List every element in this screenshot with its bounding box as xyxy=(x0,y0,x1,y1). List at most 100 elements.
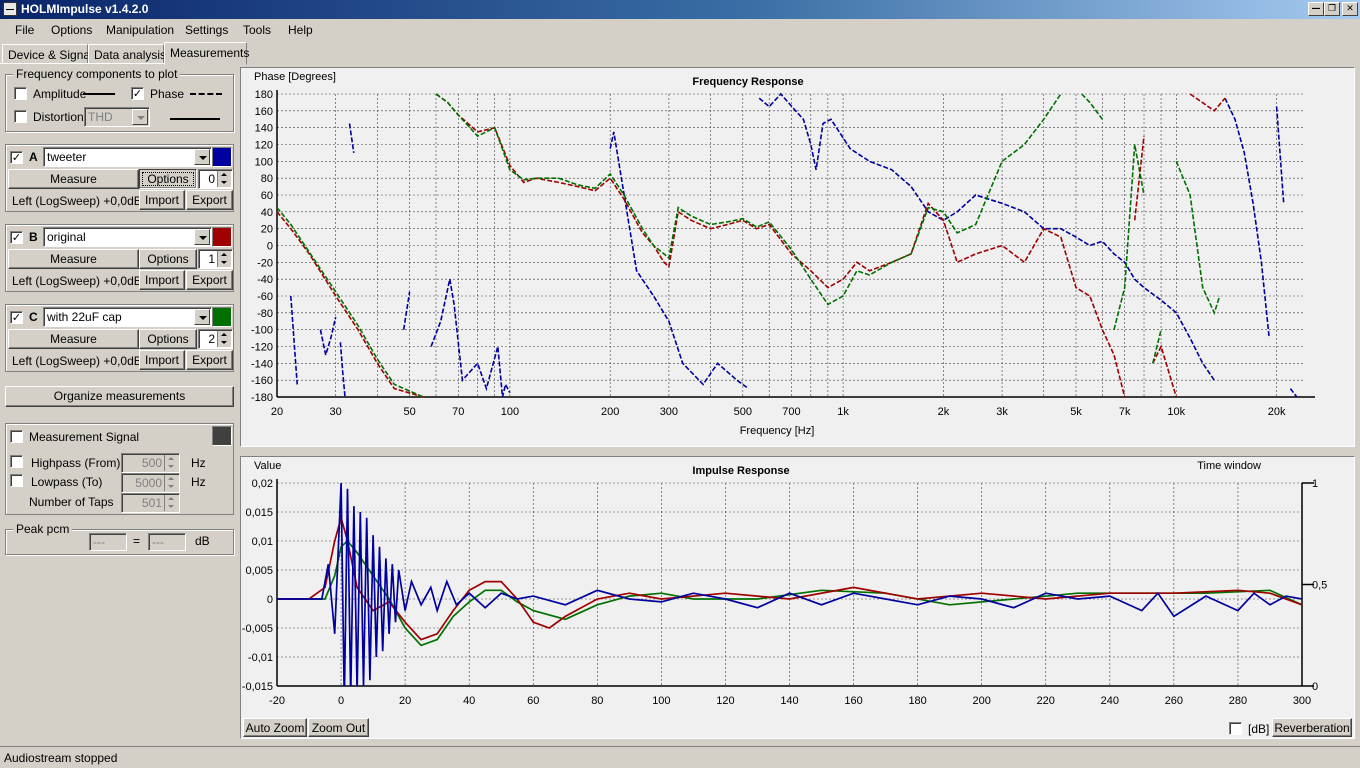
measurement-b-box: ✓ B original Measure Options 1 Left (Log… xyxy=(5,224,234,292)
x-tick-label: 300 xyxy=(660,406,678,418)
measurement-b-measure-button[interactable]: Measure xyxy=(8,249,139,269)
x-axis-title: Distance [cm] xyxy=(741,714,808,715)
y-tick-label: -160 xyxy=(251,375,273,387)
spin-arrows-icon[interactable] xyxy=(217,171,231,187)
lowpass-checkbox[interactable] xyxy=(10,474,23,487)
measurement-b-index-spinner[interactable]: 1 xyxy=(198,249,233,269)
x-tick-label: -20 xyxy=(269,695,285,707)
tab-device-signal[interactable]: Device & Signal xyxy=(2,44,93,64)
phase-checkbox[interactable]: ✓ xyxy=(131,87,144,100)
measurement-c-checkbox[interactable]: ✓ xyxy=(10,311,23,324)
measurement-b-checkbox[interactable]: ✓ xyxy=(10,231,23,244)
measurement-b-name-select[interactable]: original xyxy=(43,227,212,247)
measurement-a-color-swatch[interactable] xyxy=(212,147,232,167)
restore-button[interactable]: ❐ xyxy=(1324,2,1340,16)
measurement-c-box: ✓ C with 22uF cap Measure Options 2 Left… xyxy=(5,304,234,372)
measurement-a-info: Left (LogSweep) +0,0dB xyxy=(12,194,142,208)
measurement-signal-checkbox[interactable] xyxy=(10,430,23,443)
close-button[interactable]: ✕ xyxy=(1342,2,1358,16)
freq-components-title: Frequency components to plot xyxy=(13,67,181,81)
tab-data-analysis[interactable]: Data analysis xyxy=(88,44,166,64)
measurement-b-import-button[interactable]: Import xyxy=(139,270,185,290)
reverberation-button[interactable]: Reverberation xyxy=(1272,718,1352,737)
y-tick-label: -140 xyxy=(251,358,273,370)
measurement-c-color-swatch[interactable] xyxy=(212,307,232,327)
organize-measurements-button[interactable]: Organize measurements xyxy=(5,386,234,407)
distortion-label: Distortion xyxy=(33,110,84,124)
distortion-select[interactable]: THD xyxy=(84,107,150,127)
menu-manipulation[interactable]: Manipulation xyxy=(106,23,175,37)
y-tick-label: 100 xyxy=(255,156,273,168)
x-tick-label: 70 xyxy=(452,406,464,418)
distortion-checkbox[interactable] xyxy=(14,110,27,123)
measurement-c-import-button[interactable]: Import xyxy=(139,350,185,370)
series-line-2 xyxy=(276,93,1221,398)
measurement-a-name: tweeter xyxy=(47,150,87,164)
measurement-b-color-swatch[interactable] xyxy=(212,227,232,247)
impulse-response-chart[interactable]: 0,02 0,015 0,01 0,005 0 -0,005 -0,01 -0,015 -20 0… xyxy=(241,457,1354,715)
lowpass-spinner[interactable]: 5000 xyxy=(121,473,180,493)
measurement-c-export-button[interactable]: Export xyxy=(186,350,233,370)
measurement-b-letter: B xyxy=(29,230,38,244)
x-tick-label: 300 xyxy=(1293,695,1311,707)
menu-settings[interactable]: Settings xyxy=(185,23,229,37)
impulse-response-panel: 0,02 0,015 0,01 0,005 0 -0,005 -0,01 -0,015 -20 0… xyxy=(240,456,1355,739)
y-tick-label: 180 xyxy=(255,89,273,101)
measurement-a-name-select[interactable]: tweeter xyxy=(43,147,212,167)
measurement-c-measure-button[interactable]: Measure xyxy=(8,329,139,349)
series-line-1 xyxy=(276,93,1226,398)
highpass-checkbox[interactable] xyxy=(10,455,23,468)
spin-arrows-icon[interactable] xyxy=(217,331,231,347)
measurement-a-import-button[interactable]: Import xyxy=(139,190,185,210)
auto-zoom-button[interactable]: Auto Zoom xyxy=(243,718,307,737)
y-tick-label: 120 xyxy=(255,140,273,152)
status-text: Audiostream stopped xyxy=(4,751,118,765)
measurement-c-options-button[interactable]: Options xyxy=(139,329,197,349)
measurement-a-options-button[interactable]: Options xyxy=(139,169,197,189)
spin-arrows-icon[interactable] xyxy=(217,251,231,267)
measurement-a-measure-button[interactable]: Measure xyxy=(8,169,139,189)
measurement-a-checkbox[interactable]: ✓ xyxy=(10,151,23,164)
series-line-2 xyxy=(277,482,1302,686)
measurement-b-export-button[interactable]: Export xyxy=(186,270,233,290)
spin-arrows-icon[interactable] xyxy=(164,475,178,491)
zoom-out-button[interactable]: Zoom Out xyxy=(308,718,369,737)
window-title: HOLMImpulse v1.4.2.0 xyxy=(21,2,149,16)
menu-tools[interactable]: Tools xyxy=(243,23,272,37)
taps-spinner[interactable]: 501 xyxy=(121,493,180,513)
menu-file[interactable]: File xyxy=(15,23,35,37)
app-icon xyxy=(3,2,17,16)
spin-arrows-icon[interactable] xyxy=(164,495,178,511)
menu-help[interactable]: Help xyxy=(288,23,313,37)
x-tick-label: 220 xyxy=(1037,695,1055,707)
amplitude-checkbox[interactable] xyxy=(14,87,27,100)
y-tick-label: 40 xyxy=(261,207,273,219)
peak-equals: = xyxy=(133,534,141,548)
menu-options[interactable]: Options xyxy=(51,23,93,37)
measurement-c-letter: C xyxy=(29,310,38,324)
measurement-a-index-spinner[interactable]: 0 xyxy=(198,169,233,189)
x-tick-label: 260 xyxy=(1165,695,1183,707)
measurement-c-info: Left (LogSweep) +0,0dB xyxy=(12,354,142,368)
y-tick-label: -0,015 xyxy=(242,681,273,693)
frequency-response-chart[interactable]: 180160140120100806040200-20-40-60-80-100… xyxy=(241,68,1354,446)
measurement-c-name-select[interactable]: with 22uF cap xyxy=(43,307,212,327)
y-tick-label: -40 xyxy=(257,274,273,286)
x-tick-label: 2k xyxy=(938,406,950,418)
minimize-button[interactable]: — xyxy=(1308,2,1324,16)
x-tick-label: 100 xyxy=(652,695,670,707)
highpass-label: Highpass (From) xyxy=(31,456,121,470)
tab-measurements[interactable]: Measurements xyxy=(164,42,249,65)
x-tick-label: 50 xyxy=(403,406,415,418)
measurement-c-index-spinner[interactable]: 2 xyxy=(198,329,233,349)
measurement-b-options-button[interactable]: Options xyxy=(139,249,197,269)
measurement-signal-box: Measurement Signal Highpass (From) 500 H… xyxy=(5,423,234,515)
y-tick-label: 0,01 xyxy=(252,536,273,548)
spin-arrows-icon[interactable] xyxy=(164,455,178,471)
measurement-a-export-button[interactable]: Export xyxy=(186,190,233,210)
db-checkbox[interactable] xyxy=(1229,722,1242,735)
measurement-signal-color-swatch[interactable] xyxy=(212,426,232,446)
highpass-spinner[interactable]: 500 xyxy=(121,453,180,473)
taps-label: Number of Taps xyxy=(29,495,114,509)
x-tick-label: 140 xyxy=(780,695,798,707)
